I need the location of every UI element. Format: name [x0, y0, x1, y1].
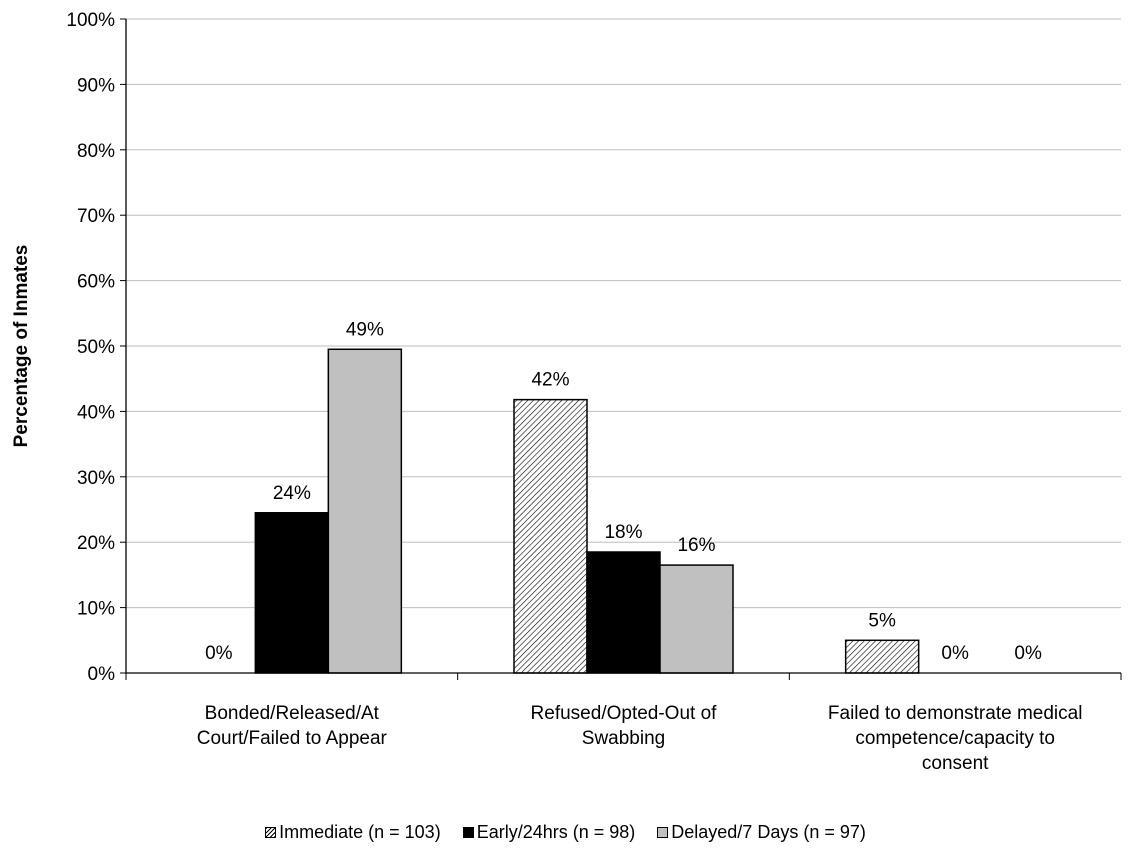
- bar-chart: 0% 10% 20% 30% 40% 50% 60% 70% 80% 90% 100% Percent…: [11, 10, 1122, 774]
- y-tick-label: 70%: [77, 206, 115, 227]
- data-label: 49%: [346, 319, 384, 340]
- y-tick-label: 60%: [77, 272, 115, 293]
- x-category-label: Bonded/Released/At: [205, 703, 380, 724]
- legend-label-early: Early/24hrs (n = 98): [476, 822, 636, 842]
- y-tick-label: 30%: [77, 468, 115, 489]
- y-tick-label: 0%: [88, 664, 116, 685]
- legend-label-delayed: Delayed/7 Days (n = 97): [671, 822, 866, 842]
- x-category-label: competence/capacity to: [855, 728, 1055, 749]
- data-label: 24%: [273, 483, 311, 504]
- legend-swatch-delayed: [657, 827, 669, 838]
- y-tick-label: 90%: [77, 75, 115, 96]
- y-tick-label: 100%: [66, 10, 115, 31]
- legend-item-delayed: Delayed/7 Days (n = 97): [657, 822, 866, 843]
- x-category-label: Refused/Opted-Out of: [531, 703, 718, 724]
- bar-2-2: [586, 551, 661, 674]
- y-tick-label: 10%: [77, 599, 115, 620]
- bar-3-1: [327, 348, 403, 674]
- y-tick-label: 80%: [77, 141, 115, 162]
- x-category-label: Failed to demonstrate medical: [828, 703, 1083, 724]
- data-label: 42%: [531, 370, 569, 391]
- bar-2-1: [254, 512, 330, 674]
- bar-1-2: [513, 398, 588, 674]
- data-label: 18%: [604, 522, 642, 543]
- x-category-label: Swabbing: [582, 728, 665, 749]
- x-category-label: Court/Failed to Appear: [197, 728, 388, 749]
- chart-legend: Immediate (n = 103) Early/24hrs (n = 98)…: [0, 822, 1131, 843]
- data-label: 0%: [205, 643, 233, 664]
- y-tick-label: 20%: [77, 533, 115, 554]
- y-tick-label: 40%: [77, 402, 115, 423]
- bar-1-3: [844, 639, 920, 674]
- legend-item-immediate: Immediate (n = 103): [265, 822, 441, 843]
- data-label: 16%: [677, 535, 715, 556]
- x-category-label: consent: [922, 753, 989, 774]
- data-label: 0%: [941, 643, 969, 664]
- y-tick-label: 50%: [77, 337, 115, 358]
- data-label: 0%: [1014, 643, 1042, 664]
- legend-item-early: Early/24hrs (n = 98): [462, 822, 636, 843]
- legend-label-immediate: Immediate (n = 103): [279, 822, 441, 842]
- bar-3-2: [659, 564, 734, 674]
- data-label: 5%: [868, 610, 896, 631]
- legend-swatch-immediate: [265, 827, 277, 838]
- y-axis-title: Percentage of Inmates: [11, 245, 32, 448]
- legend-swatch-early: [462, 827, 474, 838]
